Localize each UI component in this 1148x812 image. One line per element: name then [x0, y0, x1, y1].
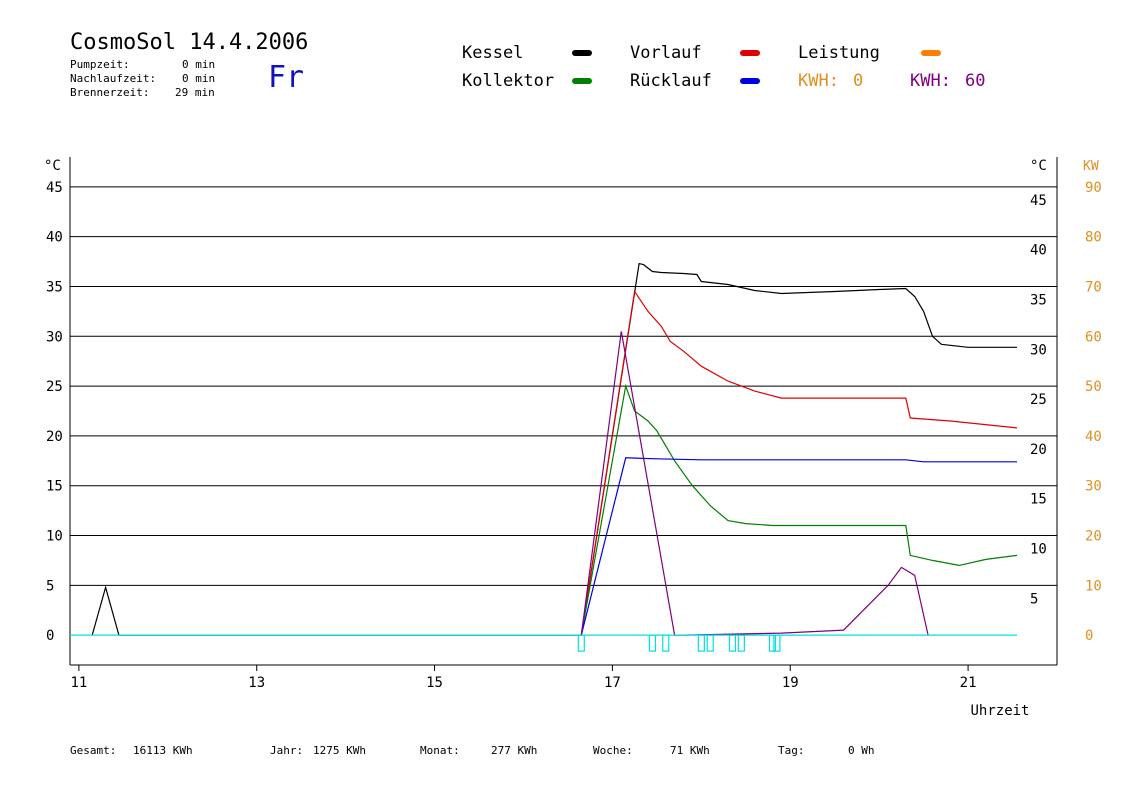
y-tick-label-left: 45: [46, 180, 63, 196]
chart-title: CosmoSol 14.4.2006: [70, 30, 309, 55]
x-tick-label: 21: [960, 675, 977, 691]
y-unit-left: °C: [44, 158, 61, 174]
legend-ruecklauf-swatch: [740, 78, 760, 84]
kw-unit-label: KW: [1083, 159, 1099, 174]
series-line-3: [580, 457, 1017, 636]
pump-marker: [697, 634, 705, 652]
footer-monat-label: Monat:: [420, 744, 460, 757]
footer-tag-label: Tag:: [778, 744, 805, 757]
pump-marker: [648, 634, 657, 652]
y-tick-label-right: 20: [1030, 442, 1047, 458]
pump-marker: [768, 634, 777, 652]
y-tick-label-left: 20: [46, 429, 63, 445]
footer-gesamt-label: Gesamt:: [70, 744, 117, 757]
x-tick-label: 19: [782, 675, 799, 691]
y-tick-label-right: 15: [1030, 492, 1047, 508]
y-tick-label-right: 35: [1030, 292, 1047, 308]
x-tick-label: 13: [248, 675, 265, 691]
pump-marker: [728, 634, 737, 652]
legend-kwh1-value: 0: [853, 71, 864, 91]
y-tick-label-right: 40: [1030, 243, 1047, 259]
series-line-1: [580, 289, 1018, 636]
footer-tag-value: 0 Wh: [848, 744, 875, 757]
legend-kollektor-swatch: [572, 78, 592, 84]
pump-marker: [773, 634, 781, 652]
stat-nachlaufzeit-label: Nachlaufzeit:: [70, 72, 157, 85]
kw-tick-label: 40: [1085, 429, 1102, 445]
stat-brennerzeit-value: 29 min: [175, 86, 215, 99]
x-tick-label: 17: [604, 675, 621, 691]
series-line-2: [580, 383, 1018, 636]
kw-tick-label: 70: [1085, 279, 1102, 295]
y-tick-label-left: 30: [46, 329, 63, 345]
y-tick-label-left: 35: [46, 279, 63, 295]
stat-pumpzeit-value: 0 min: [182, 58, 216, 71]
kw-tick-label: 50: [1085, 379, 1102, 395]
legend-leistung-label: Leistung: [798, 43, 880, 63]
footer-woche-value: 71 KWh: [670, 744, 710, 757]
stat-pumpzeit-label: Pumpzeit:: [70, 58, 130, 71]
y-tick-label-right: 10: [1030, 542, 1047, 558]
footer-woche-label: Woche:: [593, 744, 633, 757]
kw-tick-label: 90: [1085, 180, 1102, 196]
kw-tick-label: 80: [1085, 230, 1102, 246]
kw-tick-label: 10: [1085, 578, 1102, 594]
kw-tick-label: 30: [1085, 479, 1102, 495]
y-tick-label-right: 5: [1030, 591, 1038, 607]
stat-nachlaufzeit-value: 0 min: [182, 72, 216, 85]
legend-leistung-swatch: [921, 50, 941, 56]
y-tick-label-left: 0: [46, 628, 54, 644]
legend-vorlauf-label: Vorlauf: [630, 43, 702, 63]
legend-kwh1-label: KWH:: [798, 71, 839, 91]
series-line-0: [91, 262, 1017, 636]
y-tick-label-left: 5: [46, 578, 54, 594]
footer-jahr-value: 1275 KWh: [313, 744, 366, 757]
kw-tick-label: 60: [1085, 329, 1102, 345]
pump-marker: [706, 634, 714, 652]
legend-kessel-label: Kessel: [462, 43, 524, 63]
kw-tick-label: 0: [1085, 628, 1093, 644]
y-tick-label-left: 40: [46, 230, 63, 246]
pump-marker: [737, 634, 745, 652]
legend-kwh2-label: KWH:: [910, 71, 951, 91]
y-tick-label-right: 30: [1030, 342, 1047, 358]
series-line-4: [580, 331, 929, 636]
x-tick-label: 11: [70, 675, 87, 691]
stat-brennerzeit-label: Brennerzeit:: [70, 86, 150, 99]
y-unit-right: °C: [1030, 158, 1047, 174]
x-tick-label: 15: [426, 675, 443, 691]
legend-kwh2-value: 60: [965, 71, 986, 91]
y-tick-label-left: 10: [46, 529, 63, 545]
legend-kollektor-label: Kollektor: [462, 71, 555, 91]
x-axis-label: Uhrzeit: [970, 703, 1029, 719]
y-tick-label-right: 45: [1030, 193, 1047, 209]
legend-kessel-swatch: [572, 50, 592, 56]
legend-vorlauf-swatch: [740, 50, 760, 56]
pump-marker: [662, 634, 670, 652]
kw-tick-label: 20: [1085, 529, 1102, 545]
legend-ruecklauf-label: Rücklauf: [630, 71, 712, 91]
pump-marker: [577, 634, 585, 652]
footer-jahr-label: Jahr:: [270, 744, 304, 757]
y-tick-label-left: 15: [46, 479, 63, 495]
weekday-label: Fr: [268, 60, 305, 95]
footer-gesamt-value: 16113 KWh: [133, 744, 193, 757]
y-tick-label-left: 25: [46, 379, 63, 395]
y-tick-label-right: 25: [1030, 392, 1047, 408]
footer-monat-value: 277 KWh: [491, 744, 538, 757]
